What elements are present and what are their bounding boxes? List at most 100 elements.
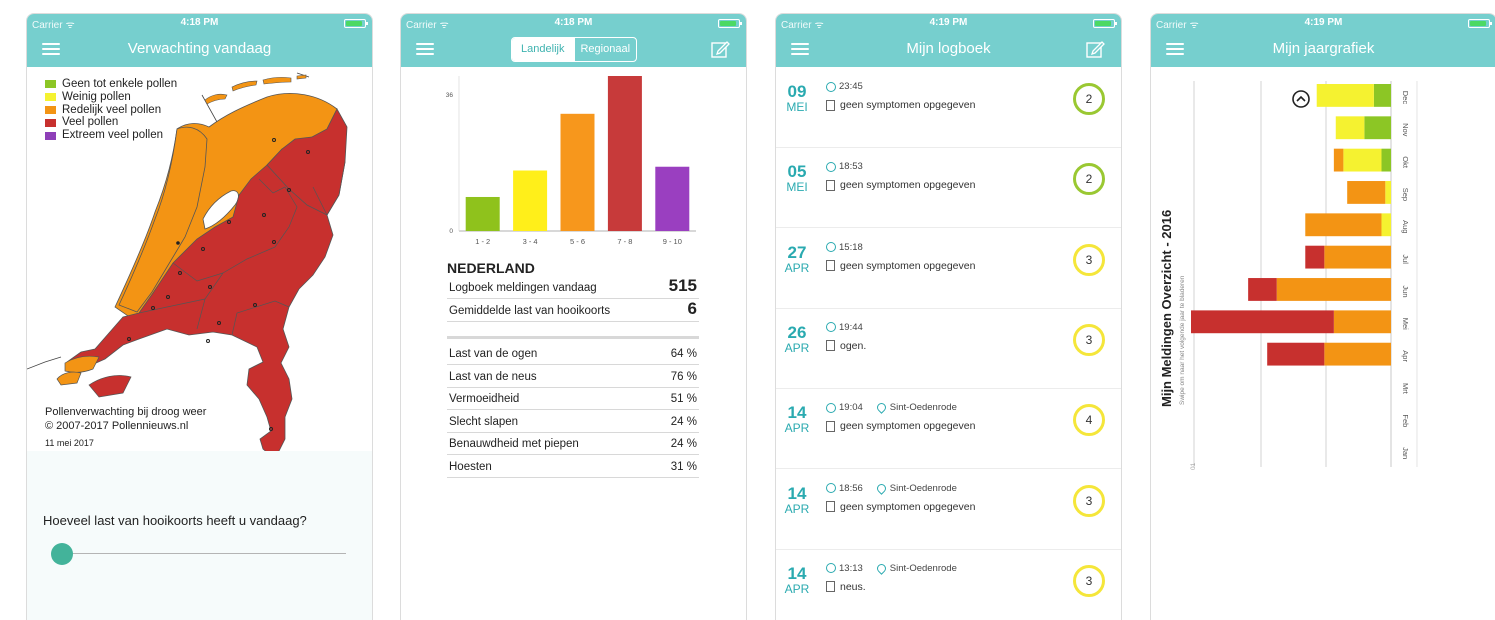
score-badge: 3 bbox=[1073, 323, 1105, 356]
bar-aug-2 bbox=[1305, 213, 1382, 237]
score-badge: 2 bbox=[1073, 83, 1105, 115]
wifi-icon: ᯤ bbox=[814, 20, 824, 31]
log-entry[interactable]: 26 APR 19:44 ogen. 3 bbox=[776, 308, 1121, 389]
battery-icon bbox=[344, 19, 368, 28]
severity-slider-track[interactable] bbox=[63, 553, 346, 554]
log-entry[interactable]: 05 MEI 18:53 geen symptomen opgegeven 2 bbox=[776, 147, 1121, 229]
clock-icon bbox=[826, 483, 836, 493]
carrier-label: Carrier ᯤ bbox=[1156, 17, 1199, 31]
legend-swatch bbox=[45, 105, 56, 114]
legend-item: Redelijk veel pollen bbox=[45, 104, 177, 117]
month-label: Jul bbox=[1401, 254, 1410, 264]
x-tick-label: 3 - 4 bbox=[523, 237, 538, 246]
bar-dec-0 bbox=[1373, 84, 1391, 107]
legend-swatch bbox=[45, 131, 56, 140]
tab-regionaal[interactable]: Regionaal bbox=[573, 38, 637, 61]
symptom-row: Last van de neus 76 % bbox=[447, 366, 699, 388]
entry-text: geen symptomen opgegeven bbox=[840, 420, 976, 433]
menu-icon[interactable] bbox=[42, 43, 60, 55]
entry-description: geen symptomen opgegeven bbox=[826, 179, 975, 191]
nav-bar: Carrier ᯤ 4:18 PM Landelijk Regionaal bbox=[401, 14, 746, 67]
symptom-row: Vermoeidheid 51 % bbox=[447, 388, 699, 410]
entry-description: neus. bbox=[826, 581, 866, 593]
log-entry[interactable]: 27 APR 15:18 geen symptomen opgegeven 3 bbox=[776, 228, 1121, 309]
menu-icon[interactable] bbox=[1166, 43, 1184, 55]
wifi-icon: ᯤ bbox=[439, 20, 449, 31]
symptom-label: Last van de neus bbox=[449, 370, 537, 383]
entry-day: 14 bbox=[787, 483, 807, 503]
screen-logbook: Carrier ᯤ 4:19 PM Mijn logboek 09 MEI 23:45… bbox=[775, 13, 1122, 620]
screen-forecast: Carrier ᯤ 4:18 PM Verwachting vandaag bbox=[26, 13, 373, 620]
battery-icon bbox=[1468, 19, 1492, 28]
location-pin-icon bbox=[874, 401, 888, 415]
entry-month: MEI bbox=[786, 180, 808, 195]
edit-icon[interactable] bbox=[1085, 39, 1105, 59]
entry-text: neus. bbox=[840, 580, 866, 593]
battery-icon bbox=[1093, 19, 1117, 28]
carrier-text: Carrier bbox=[406, 20, 437, 31]
score-badge: 4 bbox=[1073, 404, 1105, 437]
entry-month: APR bbox=[784, 260, 810, 275]
legend-item: Geen tot enkele pollen bbox=[45, 78, 177, 91]
nav-bar: Carrier ᯤ 4:18 PM Verwachting vandaag bbox=[27, 14, 372, 67]
bar-sep-2 bbox=[1347, 181, 1386, 204]
entry-day: 05 bbox=[787, 162, 807, 182]
status-time: 4:18 PM bbox=[554, 17, 593, 28]
entry-time: 18:56 bbox=[839, 482, 863, 494]
location-pin-icon bbox=[874, 561, 888, 575]
section-divider bbox=[447, 336, 699, 339]
carrier-text: Carrier bbox=[781, 20, 812, 31]
status-bar: Carrier ᯤ 4:19 PM bbox=[776, 17, 1121, 31]
page-title: Mijn jaargrafiek bbox=[1272, 40, 1375, 57]
page-title: Mijn logboek bbox=[906, 40, 991, 57]
entry-day: 26 bbox=[787, 322, 807, 342]
menu-icon[interactable] bbox=[416, 43, 434, 55]
log-entry[interactable]: 14 APR 13:13 Sint-Oedenrode neus. 3 bbox=[776, 549, 1121, 620]
log-entry[interactable]: 14 APR 18:56 Sint-Oedenrode geen symptomen o… bbox=[776, 469, 1121, 550]
wifi-icon: ᯤ bbox=[1189, 20, 1199, 31]
entry-text: geen symptomen opgegeven bbox=[840, 500, 976, 513]
month-label: Dec bbox=[1401, 91, 1410, 105]
symptom-row: Hoesten 31 % bbox=[447, 456, 699, 478]
map-date: 11 mei 2017 bbox=[45, 438, 94, 448]
menu-icon[interactable] bbox=[791, 43, 809, 55]
map-caption-line-1: Pollenverwachting bij droog weer bbox=[45, 406, 207, 418]
severity-slider-knob[interactable] bbox=[51, 543, 73, 565]
entry-month: APR bbox=[784, 421, 810, 436]
region-toggle: Landelijk Regionaal bbox=[511, 37, 637, 62]
location-text: Sint-Oedenrode bbox=[889, 402, 957, 414]
score-distribution-chart: 1 - 2 3 - 4 5 - 6 7 - 8 9 - 10 0 36 bbox=[446, 76, 696, 246]
entry-time: 19:04 bbox=[839, 402, 863, 414]
entry-time-row: 15:18 bbox=[826, 242, 863, 253]
bar-jun-3 bbox=[1248, 278, 1277, 301]
x-tick-label: 9 - 10 bbox=[663, 237, 682, 246]
score-value: 3 bbox=[1085, 573, 1093, 588]
log-entry[interactable]: 09 MEI 23:45 geen symptomen opgegeven 2 bbox=[776, 67, 1121, 148]
bar-dec-1 bbox=[1316, 84, 1374, 107]
month-label: Sep bbox=[1401, 188, 1410, 201]
gemiddeld-row: Gemiddelde last van hooikoorts 6 bbox=[447, 299, 699, 322]
month-label: Okt bbox=[1401, 156, 1410, 169]
bar-okt-2 bbox=[1333, 148, 1344, 172]
entry-text: geen symptomen opgegeven bbox=[840, 179, 976, 192]
symptom-value: 76 % bbox=[670, 370, 697, 383]
bar-jun-2 bbox=[1276, 278, 1391, 301]
month-label: Apr bbox=[1401, 350, 1410, 362]
location: Sint-Oedenrode bbox=[874, 561, 957, 575]
x-tick-label: 7 - 8 bbox=[617, 237, 632, 246]
symptom-row: Slecht slapen 24 % bbox=[447, 411, 699, 433]
gemiddeld-value: 6 bbox=[687, 299, 697, 318]
entry-month: APR bbox=[784, 501, 810, 516]
score-value: 2 bbox=[1085, 172, 1093, 187]
symptom-label: Benauwdheid met piepen bbox=[449, 438, 579, 450]
score-value: 4 bbox=[1085, 413, 1093, 428]
edit-icon[interactable] bbox=[710, 39, 730, 59]
page-title: Verwachting vandaag bbox=[127, 40, 272, 57]
note-icon bbox=[826, 179, 835, 191]
tab-landelijk[interactable]: Landelijk bbox=[512, 38, 574, 61]
log-entry[interactable]: 14 APR 19:04 Sint-Oedenrode geen symptomen o… bbox=[776, 388, 1121, 470]
entry-time-row: 19:44 bbox=[826, 322, 863, 333]
month-label: Aug bbox=[1401, 220, 1410, 233]
carrier-text: Carrier bbox=[1156, 20, 1187, 31]
entry-description: ogen. bbox=[826, 340, 866, 352]
